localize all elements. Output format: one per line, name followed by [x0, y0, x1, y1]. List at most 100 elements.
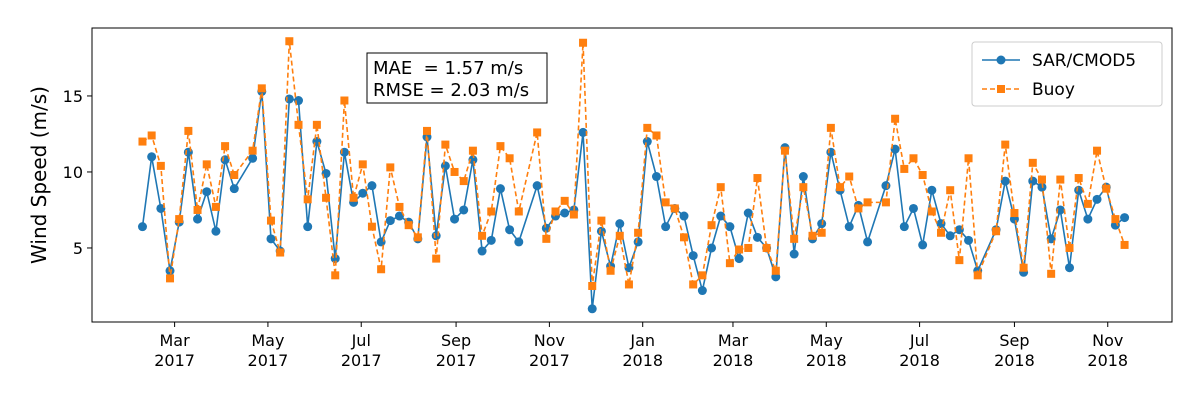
marker: [331, 271, 340, 280]
marker: [707, 221, 716, 230]
marker: [211, 202, 220, 211]
legend-label: SAR/CMOD5: [1032, 51, 1136, 71]
marker: [193, 214, 203, 224]
marker: [1092, 194, 1102, 204]
marker: [790, 234, 799, 243]
marker: [881, 181, 891, 191]
marker: [881, 198, 890, 207]
marker: [606, 266, 615, 275]
marker: [992, 227, 1001, 236]
marker: [423, 126, 432, 135]
legend-label: Buoy: [1032, 80, 1075, 100]
marker: [1120, 213, 1130, 223]
marker: [854, 204, 863, 213]
marker: [276, 248, 285, 257]
marker: [780, 146, 789, 155]
marker: [432, 254, 441, 263]
y-tick-label: 5: [73, 239, 83, 258]
marker: [1083, 199, 1092, 208]
marker: [964, 235, 974, 245]
marker: [514, 237, 524, 247]
marker: [1111, 215, 1120, 224]
marker: [322, 193, 331, 202]
marker: [752, 232, 762, 242]
marker: [266, 216, 275, 225]
marker: [579, 38, 588, 47]
marker: [184, 126, 193, 135]
marker: [367, 181, 377, 191]
marker: [651, 172, 661, 182]
marker: [808, 231, 817, 240]
marker: [918, 171, 927, 179]
marker: [358, 188, 368, 198]
marker: [643, 123, 652, 132]
marker: [495, 184, 505, 194]
marker: [725, 259, 734, 268]
marker: [735, 245, 744, 254]
marker: [688, 251, 698, 261]
marker: [431, 231, 441, 241]
marker: [909, 154, 918, 163]
legend-marker: [996, 55, 1006, 65]
x-tick-label: Jul 2018: [899, 331, 940, 370]
marker: [955, 256, 964, 265]
marker: [156, 161, 165, 170]
marker: [221, 142, 230, 151]
annotation-text: RMSE = 2.03 m/s: [373, 80, 529, 101]
marker: [137, 222, 147, 232]
marker: [312, 120, 321, 129]
marker: [385, 216, 395, 226]
marker: [1056, 175, 1065, 184]
marker: [560, 208, 570, 218]
marker: [450, 214, 460, 224]
marker: [505, 154, 514, 163]
marker: [156, 203, 166, 213]
x-tick-label: Jan 2018: [622, 331, 663, 370]
marker: [725, 222, 735, 232]
marker: [743, 208, 753, 218]
marker: [624, 280, 633, 289]
marker: [789, 249, 799, 259]
marker: [615, 231, 624, 240]
marker: [771, 266, 780, 275]
marker: [202, 187, 212, 197]
marker: [367, 222, 376, 231]
x-tick-label: Mar 2017: [154, 331, 195, 370]
marker: [679, 211, 689, 221]
marker: [266, 234, 276, 244]
marker: [1065, 263, 1075, 273]
marker: [680, 233, 689, 242]
marker: [1065, 243, 1074, 252]
marker: [413, 233, 422, 242]
legend: SAR/CMOD5 Buoy: [971, 41, 1163, 107]
marker: [799, 183, 808, 192]
marker: [1019, 263, 1028, 272]
marker: [918, 240, 928, 250]
marker: [753, 174, 762, 183]
marker: [946, 186, 955, 195]
marker: [533, 128, 542, 137]
y-axis-label: Wind Speed (m/s): [27, 86, 51, 264]
marker: [285, 37, 294, 46]
marker: [486, 235, 496, 245]
marker: [560, 196, 569, 205]
series-line: [142, 41, 1126, 287]
marker: [440, 161, 450, 171]
marker: [542, 234, 551, 243]
marker: [294, 120, 303, 129]
marker: [642, 137, 652, 147]
x-tick-label: Nov 2018: [1087, 331, 1128, 370]
marker: [1037, 175, 1046, 184]
marker: [900, 164, 909, 173]
x-tick-label: Nov 2017: [529, 331, 570, 370]
marker: [459, 205, 469, 215]
marker: [716, 183, 725, 192]
marker: [441, 140, 450, 149]
marker: [588, 281, 597, 290]
marker: [404, 221, 413, 230]
marker: [487, 207, 496, 216]
marker: [551, 207, 560, 216]
marker: [698, 271, 707, 280]
plot-frame: [91, 27, 1173, 323]
